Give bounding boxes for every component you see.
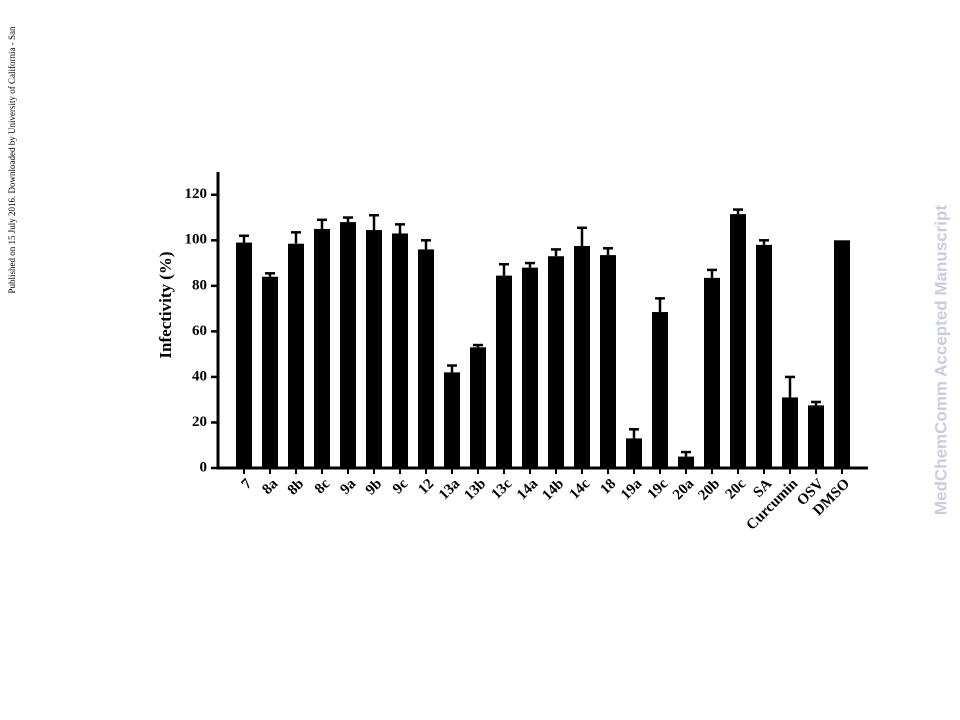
x-tick-label: 12: [415, 476, 437, 498]
y-tick-label: 20: [192, 414, 207, 430]
y-tick-label: 100: [185, 232, 208, 248]
bar: [366, 230, 382, 468]
bar: [600, 255, 616, 468]
bar: [548, 256, 564, 468]
bar: [262, 276, 278, 468]
bar: [522, 267, 538, 468]
y-tick-label: 40: [192, 368, 207, 384]
y-tick-label: 0: [200, 459, 208, 475]
x-tick-label: 9b: [363, 476, 386, 499]
x-tick-label: 19c: [645, 476, 672, 503]
bar: [730, 214, 746, 468]
y-tick-label: 80: [192, 277, 207, 293]
bar: [756, 244, 772, 468]
bar: [704, 277, 720, 468]
y-tick-label: 60: [192, 323, 207, 339]
bar: [236, 242, 252, 468]
x-tick-label: Curcumin: [744, 475, 802, 533]
margin-note: Published on 15 July 2016. Downloaded by…: [7, 26, 17, 293]
x-tick-label: 18: [597, 476, 619, 498]
x-tick-label: 20c: [723, 476, 750, 503]
bar: [652, 312, 668, 468]
x-tick-label: 8a: [259, 476, 281, 498]
x-tick-label: 7: [239, 476, 256, 493]
y-axis-label: Infectivity (%): [156, 251, 175, 358]
x-tick-label: 14c: [567, 476, 594, 503]
bar: [808, 405, 824, 468]
bar: [444, 372, 460, 468]
bar: [834, 240, 850, 468]
bar: [418, 249, 434, 468]
x-tick-label: 8c: [312, 476, 334, 498]
x-tick-label: 20b: [695, 476, 723, 504]
bar: [470, 347, 486, 468]
bar: [314, 228, 330, 468]
bar: [496, 275, 512, 468]
bar: [678, 456, 694, 468]
x-tick-label: 13a: [436, 476, 464, 504]
x-tick-label: 14a: [514, 476, 542, 504]
x-tick-label: 8b: [285, 476, 308, 499]
x-tick-label: 13c: [489, 476, 516, 503]
x-tick-label: 9a: [337, 476, 359, 498]
y-tick-label: 120: [185, 186, 208, 202]
x-tick-label: 20a: [670, 476, 698, 504]
x-tick-label: 13b: [461, 476, 489, 504]
watermark: MedChemComm Accepted Manuscript: [931, 205, 950, 515]
x-tick-label: 19a: [618, 476, 646, 504]
bar: [392, 233, 408, 468]
x-tick-label: 9c: [390, 476, 412, 498]
bar: [340, 222, 356, 468]
bar: [288, 243, 304, 468]
x-tick-label: 14b: [539, 476, 567, 504]
bar: [574, 246, 590, 468]
bar: [782, 397, 798, 468]
bar: [626, 438, 642, 468]
